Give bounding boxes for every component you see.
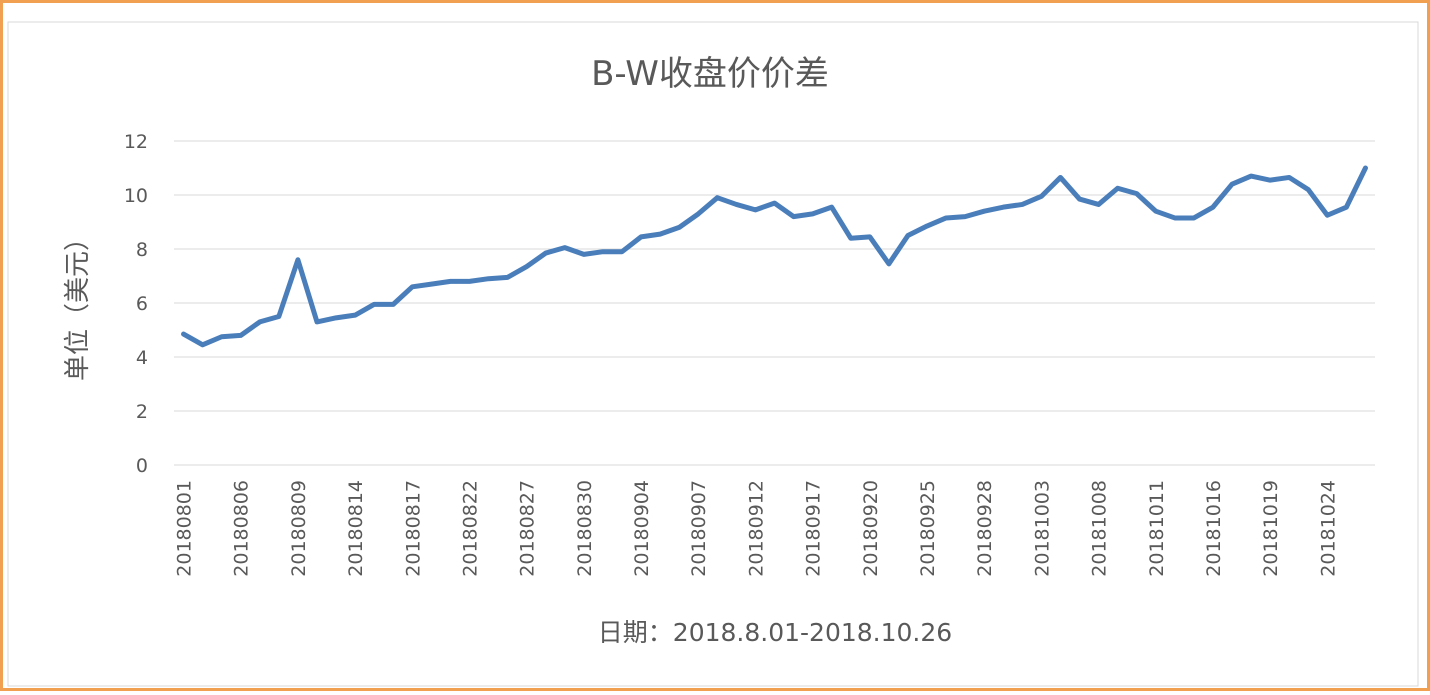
y-tick-label: 4 [136,347,148,369]
x-tick-label: 20180928 [974,480,996,577]
x-tick-label: 20180822 [459,480,481,577]
x-tick-label: 20180920 [860,480,882,577]
y-axis-label: 单位（美元） [63,225,93,381]
data-line [181,165,1368,348]
x-axis-label: 日期：2018.8.01-2018.10.26 [598,618,952,647]
x-tick-label: 20180809 [288,480,310,577]
chart-title: B-W收盘价价差 [591,54,829,94]
x-tick-label: 20180830 [574,480,596,577]
y-tick-label: 12 [124,131,148,153]
x-tick-label: 20180907 [688,480,710,577]
x-tick-label: 20180904 [631,480,653,577]
x-tick-label: 20181024 [1317,480,1339,577]
y-tick-label: 6 [136,293,148,315]
x-tick-label: 20181016 [1203,480,1225,577]
x-tick-label: 20181003 [1031,480,1053,577]
x-tick-label: 20180917 [803,480,825,577]
y-tick-label: 0 [136,455,148,477]
x-tick-label: 20180814 [345,480,367,577]
chart-area [7,21,1419,687]
x-tick-label: 20180925 [917,480,939,577]
x-tick-label: 20181019 [1260,480,1282,577]
x-tick-label: 20181008 [1089,480,1111,577]
x-tick-label: 20181011 [1146,480,1168,577]
x-tick-label: 20180801 [174,480,196,577]
y-tick-label: 2 [136,401,148,423]
x-tick-label: 20180817 [402,480,424,577]
y-tick-label: 10 [124,185,148,207]
x-tick-label: 20180827 [517,480,539,577]
x-tick-label: 20180806 [231,480,253,577]
y-tick-label: 8 [136,239,148,261]
x-tick-label: 20180912 [745,480,767,577]
